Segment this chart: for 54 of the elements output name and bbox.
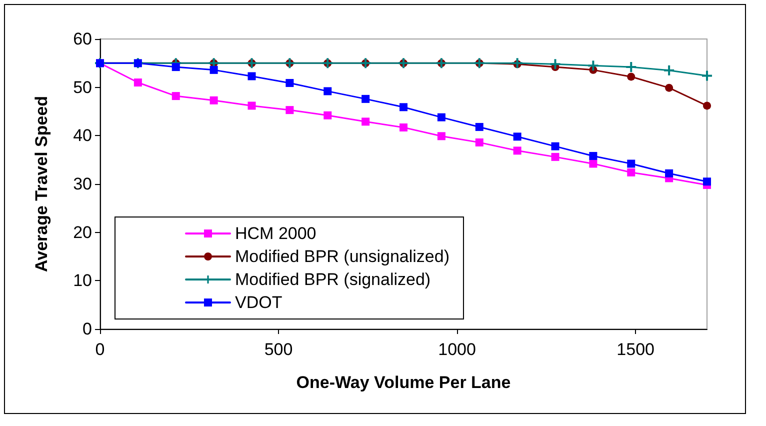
x-axis-title: One-Way Volume Per Lane — [296, 373, 511, 392]
point — [665, 169, 674, 178]
point — [286, 106, 294, 114]
point — [437, 132, 446, 140]
point — [210, 96, 218, 104]
point — [324, 87, 332, 96]
point — [513, 132, 522, 141]
legend-label: HCM 2000 — [235, 224, 316, 243]
y-tick-label: 50 — [73, 78, 92, 97]
x-tick-label: 500 — [264, 340, 293, 359]
point — [172, 63, 180, 72]
y-axis-title: Average Travel Speed — [32, 96, 51, 272]
point — [588, 60, 598, 71]
y-tick-label: 60 — [73, 30, 92, 48]
point — [513, 146, 522, 155]
y-tick-label: 20 — [73, 222, 92, 242]
point — [703, 178, 711, 186]
point — [551, 152, 560, 161]
point — [248, 102, 256, 110]
point — [665, 84, 674, 92]
point — [248, 72, 256, 80]
legend-label: Modified BPR (signalized) — [235, 270, 431, 289]
point — [172, 92, 180, 100]
y-tick-label: 40 — [73, 126, 92, 146]
point — [702, 70, 712, 81]
point — [324, 111, 332, 120]
point — [286, 78, 294, 87]
point — [703, 102, 711, 110]
point — [627, 72, 636, 81]
y-tick-label: 30 — [73, 174, 92, 194]
point — [134, 78, 142, 86]
point — [210, 66, 218, 74]
point — [626, 62, 636, 72]
point — [627, 160, 636, 168]
x-tick-label: 1500 — [616, 340, 654, 359]
legend-label: Modified BPR (unsignalized) — [235, 247, 450, 266]
point — [437, 113, 446, 122]
point — [627, 168, 636, 176]
y-tick-label: 0 — [82, 320, 92, 338]
x-tick-label: 0 — [95, 340, 105, 359]
x-tick-label: 1000 — [438, 340, 476, 359]
point — [362, 94, 370, 103]
point — [400, 123, 408, 132]
point — [589, 152, 598, 160]
point — [551, 142, 560, 150]
y-tick-label: 10 — [73, 271, 92, 290]
point — [589, 160, 598, 168]
point — [475, 138, 484, 146]
point — [400, 103, 408, 112]
point — [664, 65, 674, 76]
point — [362, 118, 370, 126]
point — [550, 59, 560, 70]
point — [475, 122, 484, 131]
legend-label: VDOT — [235, 293, 282, 312]
